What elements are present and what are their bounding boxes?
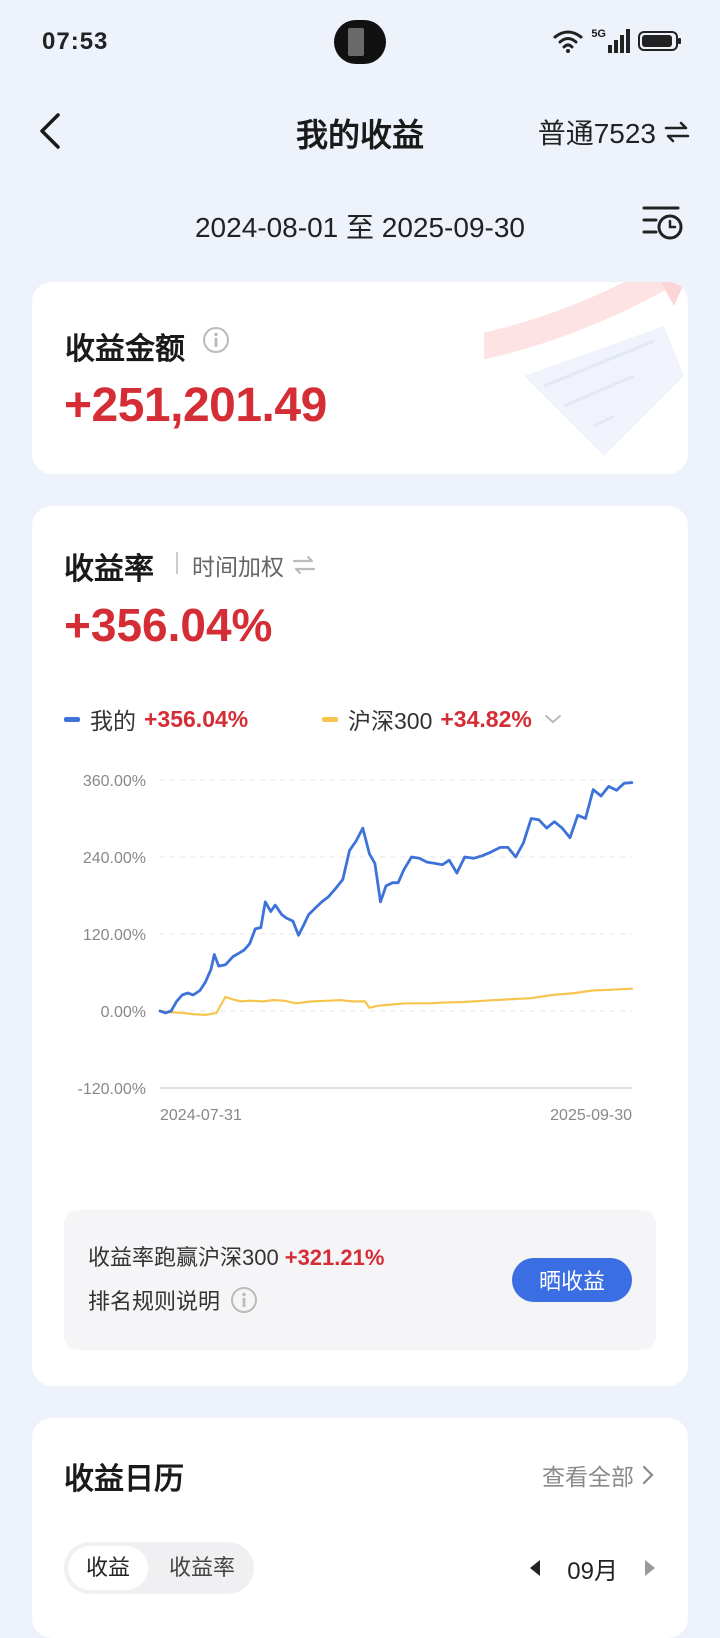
view-all-label: 查看全部 <box>542 1464 634 1490</box>
share-profit-button[interactable]: 晒收益 <box>512 1258 632 1302</box>
profit-calendar-card: 收益日历 查看全部 收益 收益率 09月 <box>32 1418 688 1638</box>
calendar-mode-segment: 收益 收益率 <box>64 1542 254 1594</box>
y-tick-label: 360.00% <box>83 773 146 790</box>
info-icon <box>231 1287 258 1313</box>
legend-name: 我的 <box>90 708 136 734</box>
ranking-rules-label: 排名规则说明 <box>88 1289 221 1314</box>
battery-icon <box>638 31 681 51</box>
calendar-clock-icon <box>642 206 683 240</box>
status-icons: 5G <box>553 28 682 54</box>
benchmark-compare-box: 收益率跑赢沪深300 +321.21% 排名规则说明 晒收益 <box>64 1210 656 1350</box>
date-range[interactable]: 2024-08-01 至 2025-09-30 <box>194 212 525 243</box>
wifi-icon <box>553 30 583 53</box>
rate-mode-label: 时间加权 <box>192 554 284 580</box>
chart-legend: 我的 +356.04% 沪深300 +34.82% <box>64 702 684 736</box>
switch-arrows-icon <box>292 555 316 575</box>
y-tick-label: -120.00% <box>78 1081 147 1098</box>
camera-cutout <box>334 20 386 64</box>
growth-decoration-icon <box>484 282 685 456</box>
signal-icon <box>608 29 630 53</box>
next-month-icon[interactable] <box>644 1559 656 1577</box>
series-line <box>158 781 634 1015</box>
network-badge: 5G <box>591 29 630 53</box>
tab-profit[interactable]: 收益 <box>68 1546 148 1590</box>
series-line <box>158 987 634 1016</box>
return-rate-value: +356.04% <box>64 599 273 651</box>
legend-name: 沪深300 <box>348 708 433 734</box>
legend-item-benchmark[interactable]: 沪深300 +34.82% <box>322 702 562 736</box>
profit-calendar-label: 收益日历 <box>64 1463 184 1496</box>
x-tick-label: 2024-07-31 <box>160 1107 242 1124</box>
legend-value: +356.04% <box>144 705 249 732</box>
view-all-link[interactable]: 查看全部 <box>542 1458 654 1492</box>
y-tick-label: 240.00% <box>83 850 146 867</box>
status-bar: 07:53 5G <box>0 0 720 84</box>
account-label: 普通7523 <box>537 118 656 149</box>
y-tick-label: 120.00% <box>83 927 146 944</box>
month-selector: 09月 <box>529 1546 656 1590</box>
current-month: 09月 <box>567 1557 618 1585</box>
tab-return-rate[interactable]: 收益率 <box>168 1555 235 1580</box>
legend-swatch <box>322 716 338 722</box>
x-tick-label: 2025-09-30 <box>550 1107 632 1124</box>
back-button[interactable] <box>30 106 74 156</box>
profit-amount-card: 收益金额 +251,201.49 <box>32 282 688 474</box>
history-filter-button[interactable] <box>642 202 684 242</box>
divider <box>176 552 178 574</box>
legend-swatch <box>64 716 80 722</box>
return-rate-card: 收益率 时间加权 +356.04% 我的 +356.04% 沪深300 +34.… <box>32 506 688 1386</box>
chevron-left-icon <box>40 113 60 149</box>
account-switcher[interactable]: 普通7523 <box>538 112 690 152</box>
return-rate-chart: 360.00% 240.00% 120.00% 0.00% -120.00% 2024-0… <box>78 773 634 1124</box>
legend-value: +34.82% <box>440 705 532 732</box>
date-range-row: 2024-08-01 至 2025-09-30 <box>0 200 720 250</box>
info-icon[interactable] <box>202 326 230 354</box>
chevron-right-icon <box>642 1465 654 1485</box>
nav-bar: 我的收益 普通7523 <box>0 96 720 166</box>
profit-amount-value: +251,201.49 <box>64 379 327 432</box>
compare-value: +321.21% <box>284 1245 385 1270</box>
rate-mode-toggle[interactable]: 时间加权 <box>192 548 316 582</box>
status-time: 07:53 <box>42 28 109 55</box>
return-rate-label: 收益率 <box>64 553 154 586</box>
prev-month-icon[interactable] <box>529 1559 541 1577</box>
switch-arrows-icon <box>664 121 690 143</box>
ranking-rules-link[interactable]: 排名规则说明 <box>88 1284 258 1316</box>
chevron-down-icon <box>544 715 561 724</box>
network-type: 5G <box>591 28 606 40</box>
page-title: 我的收益 <box>295 117 424 153</box>
compare-text: 收益率跑赢沪深300 +321.21% <box>88 1240 384 1272</box>
profit-amount-label: 收益金额 <box>65 333 185 366</box>
compare-label: 收益率跑赢沪深300 <box>88 1245 279 1270</box>
y-tick-label: 0.00% <box>101 1004 146 1021</box>
legend-item-mine: 我的 +356.04% <box>64 702 248 736</box>
